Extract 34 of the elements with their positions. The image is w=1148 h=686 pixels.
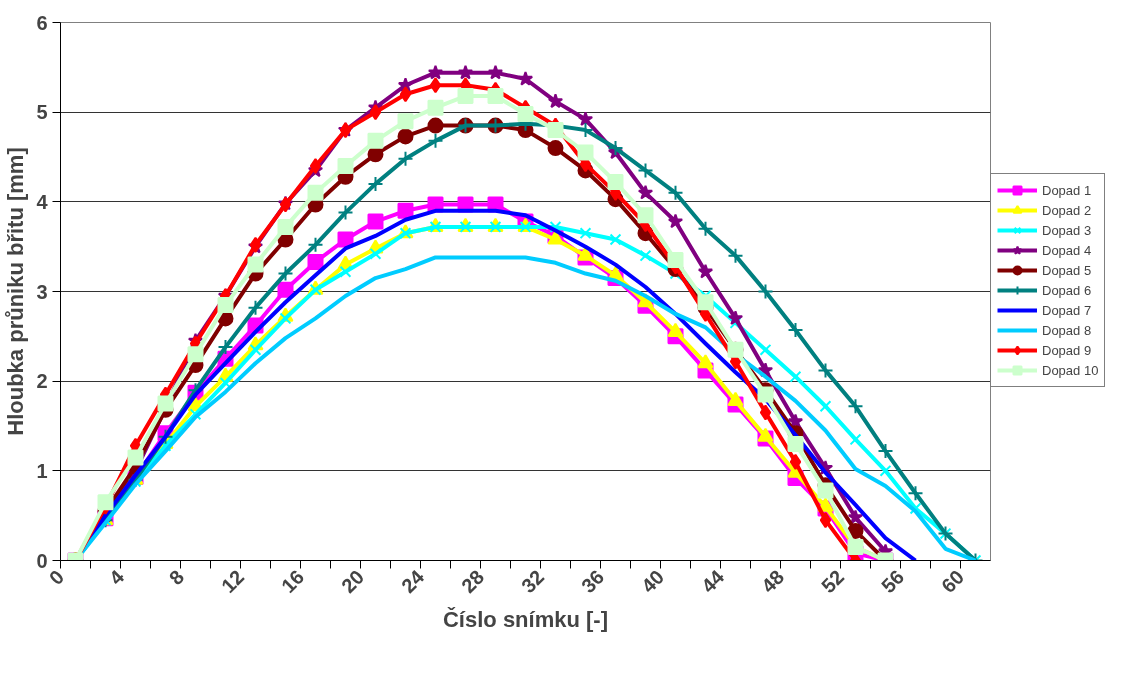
x-tick-label: 28 [456, 565, 489, 598]
x-tick-label: 32 [516, 565, 549, 598]
x-tick-label: 24 [396, 565, 429, 598]
y-tick-label: 4 [36, 190, 49, 213]
y-tick-label: 6 [36, 11, 48, 34]
x-tick-label: 48 [756, 565, 789, 598]
x-tick-label: 40 [636, 565, 669, 598]
y-tick-label: 0 [36, 549, 48, 572]
x-tick-label: 20 [336, 565, 369, 598]
y-tick-label: 1 [36, 459, 48, 482]
y-tick-label: 3 [36, 280, 48, 303]
legend-label: Dopad 3 [1042, 221, 1092, 240]
legend-label: Dopad 9 [1042, 341, 1092, 360]
x-tick-label: 8 [164, 565, 189, 590]
x-tick-label: 44 [696, 565, 729, 598]
x-tick-label: 36 [576, 565, 609, 598]
legend-label: Dopad 8 [1042, 321, 1092, 340]
legend-label: Dopad 6 [1042, 281, 1092, 300]
legend-label: Dopad 7 [1042, 301, 1092, 320]
legend-label: Dopad 5 [1042, 261, 1092, 280]
x-tick-label: 4 [104, 565, 129, 590]
x-tick-label: 12 [216, 565, 249, 598]
x-tick-label: 16 [276, 565, 309, 598]
x-tick-label: 56 [876, 565, 909, 598]
legend-label: Dopad 1 [1042, 181, 1092, 200]
legend-label: Dopad 10 [1042, 361, 1099, 380]
x-tick-label: 60 [936, 565, 969, 598]
x-tick-label: 52 [816, 565, 849, 598]
x-axis-title: Číslo snímku [-] [442, 607, 609, 633]
y-tick-label: 5 [36, 101, 48, 124]
legend-label: Dopad 2 [1042, 201, 1092, 220]
legend-label: Dopad 4 [1042, 241, 1092, 260]
y-axis-title: Hloubka průniku břitu [mm] [3, 147, 29, 436]
y-tick-label: 2 [36, 370, 48, 393]
